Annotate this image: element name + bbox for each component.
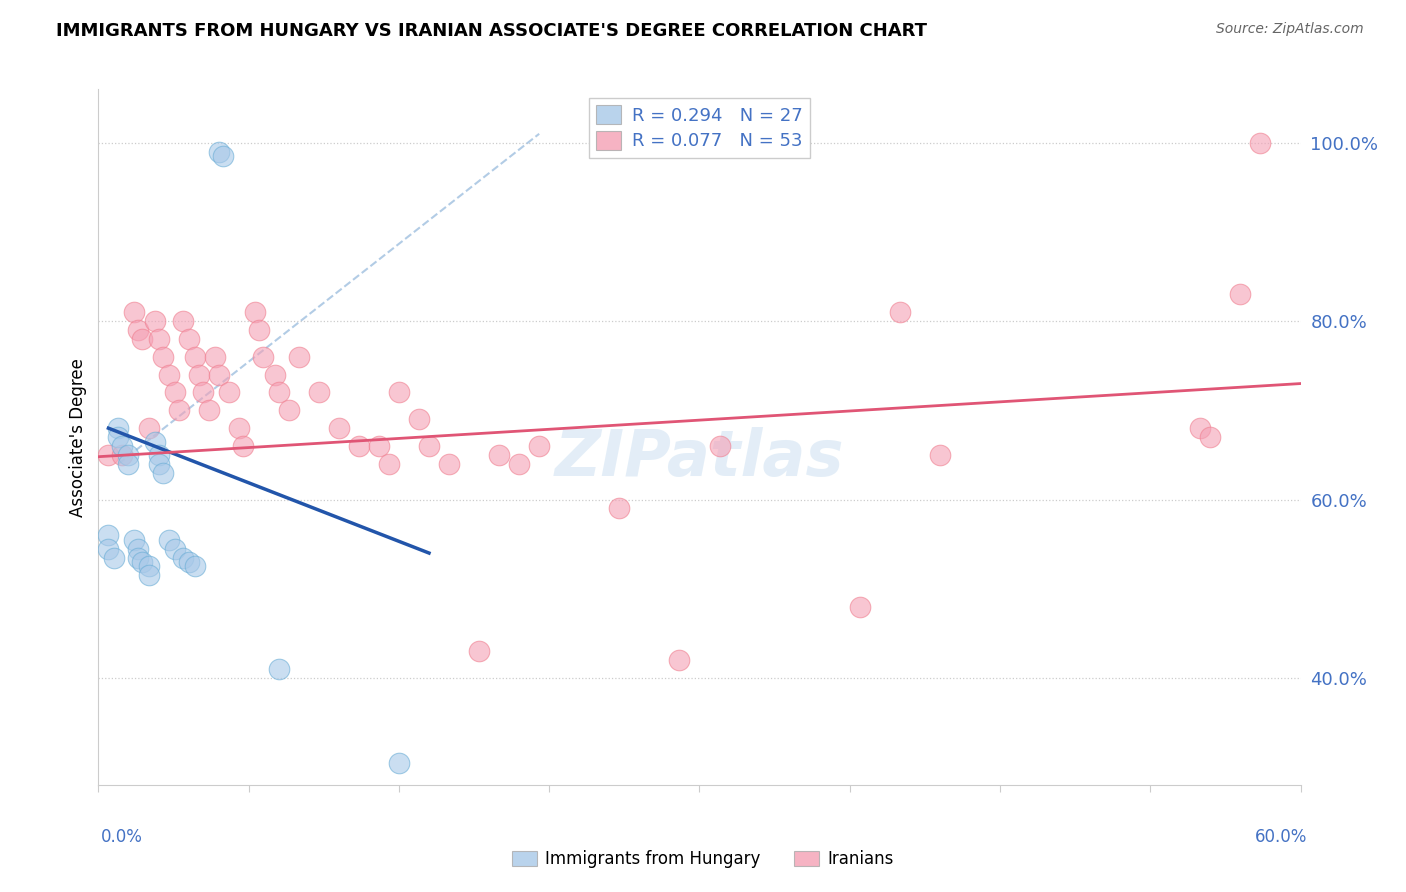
- Point: [131, 555, 153, 569]
- Point: [157, 368, 180, 382]
- Point: [138, 421, 160, 435]
- Text: 60.0%: 60.0%: [1256, 828, 1308, 846]
- Point: [208, 368, 231, 382]
- Point: [889, 305, 911, 319]
- Point: [288, 350, 311, 364]
- Point: [388, 385, 411, 400]
- Point: [488, 448, 510, 462]
- Point: [252, 350, 274, 364]
- Point: [263, 368, 285, 382]
- Point: [468, 644, 491, 658]
- Point: [508, 457, 530, 471]
- Point: [1189, 421, 1212, 435]
- Point: [218, 385, 240, 400]
- Text: IMMIGRANTS FROM HUNGARY VS IRANIAN ASSOCIATE'S DEGREE CORRELATION CHART: IMMIGRANTS FROM HUNGARY VS IRANIAN ASSOC…: [56, 22, 927, 40]
- Point: [1199, 430, 1222, 444]
- Point: [97, 448, 120, 462]
- Point: [388, 756, 411, 770]
- Point: [183, 559, 205, 574]
- Point: [167, 403, 190, 417]
- Point: [183, 350, 205, 364]
- Point: [124, 533, 146, 547]
- Point: [211, 149, 233, 163]
- Point: [152, 466, 174, 480]
- Point: [107, 421, 129, 435]
- Point: [378, 457, 401, 471]
- Point: [117, 448, 139, 462]
- Point: [609, 501, 631, 516]
- Point: [243, 305, 266, 319]
- Point: [143, 314, 166, 328]
- Point: [111, 439, 134, 453]
- Legend: Immigrants from Hungary, Iranians: Immigrants from Hungary, Iranians: [506, 844, 900, 875]
- Point: [128, 541, 150, 556]
- Y-axis label: Associate's Degree: Associate's Degree: [69, 358, 87, 516]
- Point: [208, 145, 231, 159]
- Point: [157, 533, 180, 547]
- Point: [232, 439, 254, 453]
- Text: ZIPatlas: ZIPatlas: [555, 427, 844, 489]
- Point: [437, 457, 460, 471]
- Point: [368, 439, 391, 453]
- Point: [668, 653, 690, 667]
- Point: [148, 448, 170, 462]
- Point: [1229, 287, 1251, 301]
- Point: [328, 421, 350, 435]
- Point: [163, 541, 186, 556]
- Point: [152, 350, 174, 364]
- Point: [148, 457, 170, 471]
- Point: [529, 439, 551, 453]
- Point: [148, 332, 170, 346]
- Point: [408, 412, 430, 426]
- Point: [143, 434, 166, 449]
- Point: [1250, 136, 1272, 150]
- Point: [849, 599, 872, 614]
- Point: [247, 323, 270, 337]
- Point: [929, 448, 952, 462]
- Point: [204, 350, 226, 364]
- Text: 0.0%: 0.0%: [101, 828, 143, 846]
- Point: [277, 403, 299, 417]
- Point: [187, 368, 209, 382]
- Point: [172, 314, 194, 328]
- Point: [267, 385, 290, 400]
- Point: [97, 541, 120, 556]
- Point: [347, 439, 370, 453]
- Point: [97, 528, 120, 542]
- Point: [197, 403, 219, 417]
- Point: [138, 559, 160, 574]
- Point: [103, 550, 125, 565]
- Point: [191, 385, 214, 400]
- Point: [709, 439, 731, 453]
- Point: [177, 555, 200, 569]
- Point: [128, 323, 150, 337]
- Point: [107, 430, 129, 444]
- Point: [267, 662, 290, 676]
- Point: [124, 305, 146, 319]
- Point: [308, 385, 330, 400]
- Point: [117, 457, 139, 471]
- Point: [128, 550, 150, 565]
- Point: [177, 332, 200, 346]
- Point: [163, 385, 186, 400]
- Point: [172, 550, 194, 565]
- Point: [418, 439, 440, 453]
- Point: [131, 332, 153, 346]
- Text: Source: ZipAtlas.com: Source: ZipAtlas.com: [1216, 22, 1364, 37]
- Legend: R = 0.294   N = 27, R = 0.077   N = 53: R = 0.294 N = 27, R = 0.077 N = 53: [589, 98, 810, 158]
- Point: [138, 568, 160, 582]
- Point: [111, 448, 134, 462]
- Point: [228, 421, 250, 435]
